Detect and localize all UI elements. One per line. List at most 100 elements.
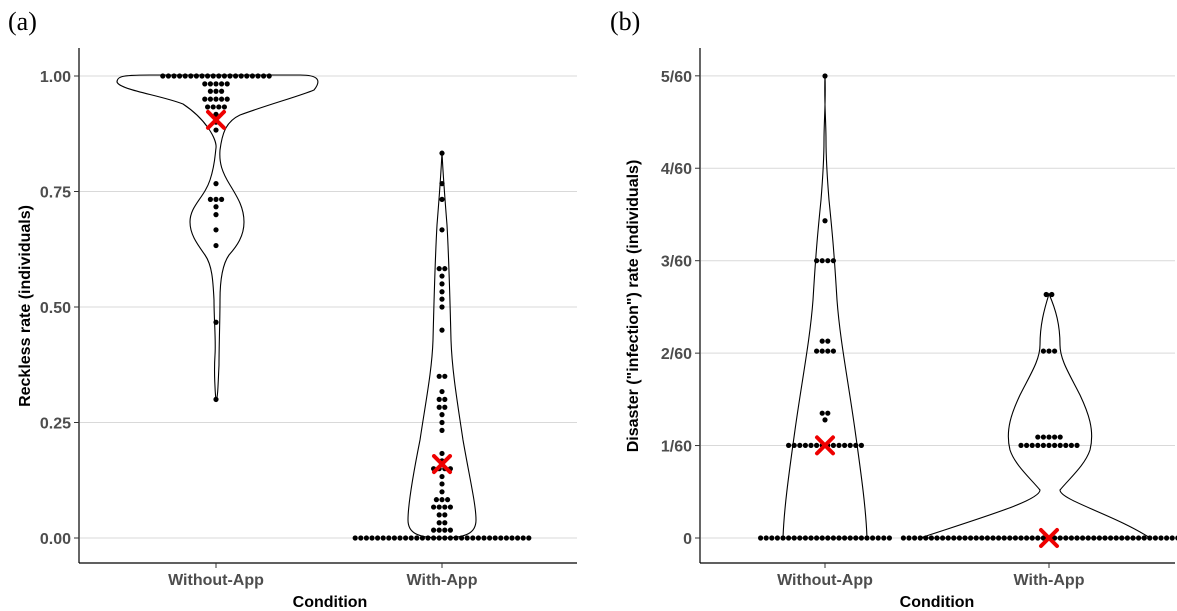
data-point xyxy=(1046,434,1052,440)
data-point xyxy=(1040,434,1046,440)
data-point xyxy=(238,73,244,79)
data-point xyxy=(439,419,445,426)
y-tick-label: 0 xyxy=(683,531,692,548)
data-point xyxy=(213,212,219,218)
data-point xyxy=(445,497,451,503)
data-point xyxy=(1147,535,1153,541)
data-point xyxy=(439,327,445,333)
data-point xyxy=(358,535,364,541)
x-tick-label: With-App xyxy=(1014,572,1085,589)
mean-marker xyxy=(206,109,226,130)
data-point xyxy=(1029,535,1035,541)
data-point xyxy=(945,535,951,541)
data-point xyxy=(439,273,445,279)
x-tick-label: Without-App xyxy=(777,572,873,589)
data-point xyxy=(842,442,848,448)
data-point xyxy=(520,535,526,541)
y-tick-label: 0.25 xyxy=(40,416,71,433)
data-point xyxy=(375,535,381,541)
data-point xyxy=(1040,535,1046,541)
data-point xyxy=(414,535,420,541)
y-tick-label: 1.00 xyxy=(40,69,71,86)
data-point xyxy=(825,258,831,264)
data-point xyxy=(870,535,876,541)
data-point xyxy=(447,504,453,510)
data-point xyxy=(182,73,188,79)
mean-marker xyxy=(815,435,835,456)
panel-a-y-axis-title: Reckless rate (individuals) xyxy=(17,205,34,407)
violin-with-app-b xyxy=(919,292,1152,539)
y-tick-label: 1/60 xyxy=(661,439,692,456)
data-point xyxy=(213,396,219,402)
data-point xyxy=(934,535,940,541)
data-point xyxy=(1040,348,1046,354)
data-point xyxy=(962,535,968,541)
data-point xyxy=(990,535,996,541)
data-point xyxy=(1052,535,1058,541)
data-point xyxy=(917,535,923,541)
data-point xyxy=(442,266,448,272)
data-point xyxy=(1049,291,1055,298)
data-point xyxy=(1052,348,1058,354)
data-point xyxy=(780,535,786,541)
data-point xyxy=(219,88,225,94)
y-tick-label: 4/60 xyxy=(661,161,692,178)
data-point xyxy=(219,81,225,87)
data-point xyxy=(1024,535,1030,541)
data-point xyxy=(207,88,213,94)
data-point xyxy=(774,535,781,541)
data-point xyxy=(912,535,918,541)
data-point xyxy=(439,150,445,156)
data-point xyxy=(1040,442,1046,448)
data-point xyxy=(853,535,859,541)
data-point xyxy=(442,512,448,518)
data-point xyxy=(202,96,208,102)
data-point xyxy=(1012,535,1019,541)
data-point xyxy=(822,417,828,423)
data-point xyxy=(853,442,859,448)
data-point xyxy=(498,535,504,541)
data-point xyxy=(202,81,208,87)
data-point xyxy=(213,319,219,325)
data-point xyxy=(951,535,957,541)
data-point xyxy=(858,535,865,541)
data-point xyxy=(808,535,814,541)
data-point xyxy=(1074,535,1080,541)
data-point xyxy=(836,535,842,541)
data-point xyxy=(1043,291,1049,298)
data-point xyxy=(224,81,230,87)
data-point xyxy=(436,527,442,533)
data-point xyxy=(1164,535,1170,541)
data-point xyxy=(171,73,177,79)
data-point xyxy=(363,535,369,541)
data-point xyxy=(819,338,825,344)
data-point xyxy=(442,527,448,533)
data-point xyxy=(1108,535,1114,541)
data-point xyxy=(213,181,219,187)
data-point xyxy=(503,535,509,541)
data-point xyxy=(213,204,219,210)
data-point xyxy=(1113,535,1119,541)
data-point xyxy=(227,73,233,79)
data-point xyxy=(439,412,445,418)
data-point xyxy=(439,304,445,310)
panel-a: (a) 0.000.250.500.751.00 Without-App With… xyxy=(8,7,577,611)
panel-a-gridlines xyxy=(80,75,577,539)
data-point xyxy=(1130,535,1136,541)
panel-a-label: (a) xyxy=(8,7,37,36)
data-point xyxy=(1046,442,1052,448)
data-point xyxy=(1158,535,1164,541)
data-point xyxy=(830,258,837,264)
data-point xyxy=(391,535,397,541)
data-point xyxy=(847,535,853,541)
data-point xyxy=(956,535,963,541)
data-point xyxy=(431,527,437,533)
data-point xyxy=(380,535,386,541)
x-tick-label: Without-App xyxy=(168,572,264,589)
data-point xyxy=(439,296,445,302)
panel-a-x-ticks: Without-App With-App xyxy=(168,563,478,589)
data-point xyxy=(1046,348,1052,354)
data-point xyxy=(436,266,442,272)
data-point xyxy=(386,535,392,541)
